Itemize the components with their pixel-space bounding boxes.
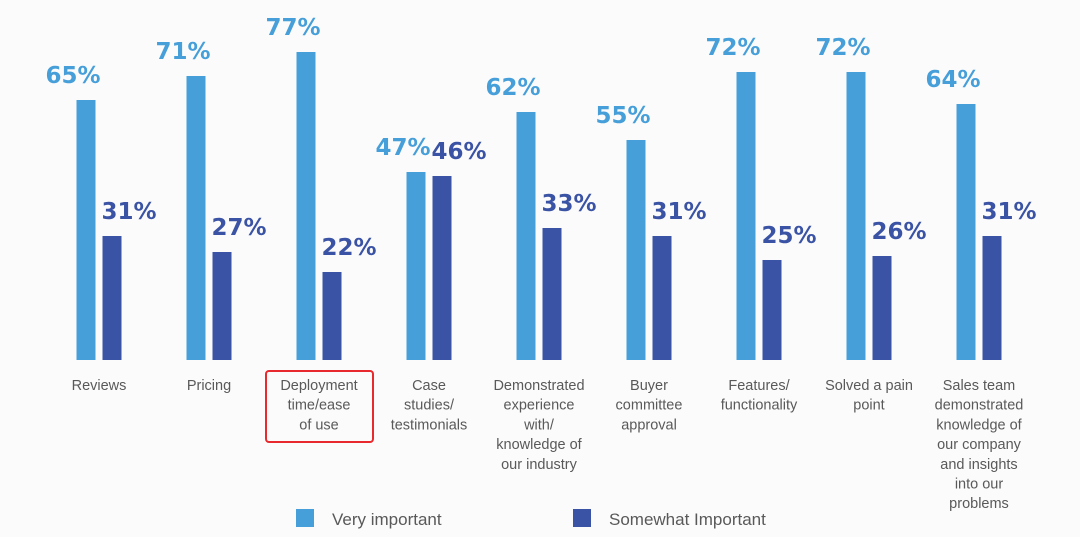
- category-labels-group: Reviews Pricing Deployment time/ease of use C…: [72, 378, 1024, 512]
- value-label-somewhat-important: 31%: [981, 199, 1036, 225]
- category-label: Solved a pain point: [825, 378, 913, 414]
- value-label-very-important: 62%: [485, 75, 540, 101]
- bar-very-important: [516, 112, 536, 360]
- bar-somewhat-important: [542, 228, 562, 360]
- bars-group: [76, 52, 1002, 360]
- bar-very-important: [296, 52, 316, 360]
- value-label-very-important: 72%: [815, 35, 870, 61]
- bar-somewhat-important: [762, 260, 782, 360]
- value-label-somewhat-important: 33%: [541, 191, 596, 217]
- value-label-somewhat-important: 25%: [761, 223, 816, 249]
- bar-very-important: [186, 76, 206, 360]
- bar-somewhat-important: [872, 256, 892, 360]
- value-label-very-important: 72%: [705, 35, 760, 61]
- legend: Very important Somewhat Important: [296, 509, 766, 529]
- category-label: Deployment time/ease of use: [280, 378, 357, 433]
- value-label-somewhat-important: 46%: [431, 139, 486, 165]
- category-label: Features/functionality: [721, 378, 798, 414]
- value-label-very-important: 71%: [155, 39, 210, 65]
- value-label-somewhat-important: 22%: [321, 235, 376, 261]
- bar-somewhat-important: [652, 236, 672, 360]
- legend-label-somewhat-important: Somewhat Important: [609, 510, 766, 529]
- bar-very-important: [406, 172, 426, 360]
- legend-label-very-important: Very important: [332, 510, 442, 529]
- value-label-very-important: 55%: [595, 103, 650, 129]
- category-label: Pricing: [187, 378, 231, 394]
- value-label-very-important: 64%: [925, 67, 980, 93]
- legend-swatch-somewhat-important: [573, 509, 591, 527]
- highlight-box: [265, 370, 374, 443]
- legend-swatch-very-important: [296, 509, 314, 527]
- bar-somewhat-important: [102, 236, 122, 360]
- bar-somewhat-important: [432, 176, 452, 360]
- bar-very-important: [626, 140, 646, 360]
- bar-very-important: [736, 72, 756, 360]
- bar-somewhat-important: [982, 236, 1002, 360]
- bar-somewhat-important: [212, 252, 232, 360]
- value-label-somewhat-important: 26%: [871, 219, 926, 245]
- category-label: Case studies/testimonials: [391, 378, 468, 433]
- value-label-very-important: 47%: [375, 135, 430, 161]
- value-label-somewhat-important: 27%: [211, 215, 266, 241]
- category-label: Sales team demonstrated knowledge of our co…: [935, 378, 1024, 512]
- bar-very-important: [76, 100, 96, 360]
- bar-very-important: [956, 104, 976, 360]
- value-label-somewhat-important: 31%: [101, 199, 156, 225]
- value-label-very-important: 65%: [45, 63, 100, 89]
- value-labels-group: 65% 31% 71% 27% 77% 22% 47% 46% 62% 33% 55% 31% 72% 2…: [45, 15, 1036, 261]
- category-label: Buyer committee approval: [616, 378, 683, 433]
- value-label-somewhat-important: 31%: [651, 199, 706, 225]
- bar-somewhat-important: [322, 272, 342, 360]
- value-label-very-important: 77%: [265, 15, 320, 41]
- bar-very-important: [846, 72, 866, 360]
- category-label: Reviews: [72, 378, 127, 394]
- category-label: Demonstrated experience with/knowledge of o…: [493, 378, 584, 473]
